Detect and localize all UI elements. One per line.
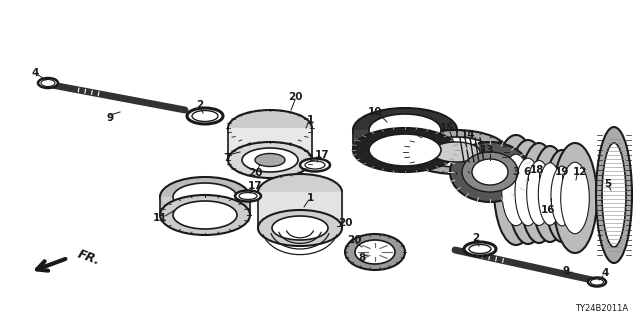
Ellipse shape [420, 137, 492, 167]
Polygon shape [228, 128, 312, 160]
Ellipse shape [369, 114, 441, 146]
Text: 1: 1 [307, 115, 314, 125]
Ellipse shape [242, 148, 298, 172]
Ellipse shape [173, 201, 237, 229]
Ellipse shape [235, 190, 261, 202]
Text: 17: 17 [248, 181, 262, 191]
Text: 8: 8 [358, 253, 365, 263]
Polygon shape [258, 192, 342, 228]
Ellipse shape [355, 240, 395, 264]
Ellipse shape [469, 244, 491, 253]
Text: 6: 6 [524, 167, 531, 177]
Ellipse shape [345, 234, 405, 270]
Text: 9: 9 [106, 113, 113, 123]
Text: 14: 14 [461, 130, 476, 140]
Ellipse shape [502, 154, 531, 226]
Ellipse shape [173, 183, 237, 211]
Text: 2: 2 [196, 100, 204, 110]
Ellipse shape [553, 143, 597, 253]
Text: 17: 17 [315, 150, 330, 160]
Ellipse shape [239, 193, 257, 199]
Ellipse shape [38, 78, 58, 88]
Ellipse shape [602, 143, 626, 247]
Ellipse shape [353, 108, 457, 152]
Ellipse shape [369, 134, 441, 166]
Ellipse shape [462, 152, 518, 192]
Ellipse shape [300, 158, 330, 172]
Text: 20: 20 [338, 218, 352, 228]
Ellipse shape [228, 110, 312, 146]
Ellipse shape [353, 128, 457, 172]
Ellipse shape [255, 154, 285, 166]
Ellipse shape [272, 216, 328, 240]
Ellipse shape [160, 177, 250, 217]
Text: 16: 16 [541, 205, 556, 215]
Text: TY24B2011A: TY24B2011A [575, 304, 628, 313]
Text: 18: 18 [530, 165, 544, 175]
Ellipse shape [591, 279, 604, 285]
Ellipse shape [464, 242, 496, 256]
Ellipse shape [450, 142, 530, 202]
Ellipse shape [404, 130, 508, 174]
Ellipse shape [545, 150, 579, 242]
Text: 1: 1 [307, 193, 314, 203]
Ellipse shape [228, 142, 312, 178]
Ellipse shape [515, 158, 541, 226]
Ellipse shape [527, 161, 551, 226]
Text: 3: 3 [513, 167, 520, 177]
Ellipse shape [258, 210, 342, 246]
Ellipse shape [596, 127, 632, 263]
Ellipse shape [494, 135, 538, 245]
Text: 9: 9 [563, 266, 570, 276]
Ellipse shape [258, 174, 342, 210]
Polygon shape [160, 197, 250, 215]
Text: 2: 2 [472, 233, 479, 243]
Text: 20: 20 [248, 168, 262, 178]
Ellipse shape [561, 162, 589, 234]
Text: 10: 10 [368, 107, 382, 117]
Ellipse shape [520, 143, 558, 243]
Ellipse shape [192, 110, 218, 122]
Text: 4: 4 [602, 268, 609, 278]
Text: 13: 13 [480, 145, 494, 155]
Text: FR.: FR. [76, 248, 102, 268]
Ellipse shape [187, 108, 223, 124]
Text: 11: 11 [153, 213, 167, 223]
Text: 20: 20 [288, 92, 302, 102]
Ellipse shape [538, 163, 562, 225]
Ellipse shape [588, 277, 606, 286]
Ellipse shape [41, 79, 55, 86]
Ellipse shape [432, 142, 480, 162]
Text: 19: 19 [555, 167, 569, 177]
Text: 4: 4 [31, 68, 38, 78]
Text: 5: 5 [604, 179, 612, 189]
Ellipse shape [305, 161, 325, 169]
Ellipse shape [508, 140, 548, 244]
Ellipse shape [551, 166, 573, 226]
Ellipse shape [160, 195, 250, 235]
Text: 12: 12 [573, 167, 588, 177]
Text: 15: 15 [440, 123, 454, 133]
Ellipse shape [472, 159, 508, 185]
Ellipse shape [532, 146, 568, 242]
Polygon shape [353, 130, 457, 150]
Text: 7: 7 [223, 153, 230, 163]
Text: 20: 20 [347, 235, 361, 245]
